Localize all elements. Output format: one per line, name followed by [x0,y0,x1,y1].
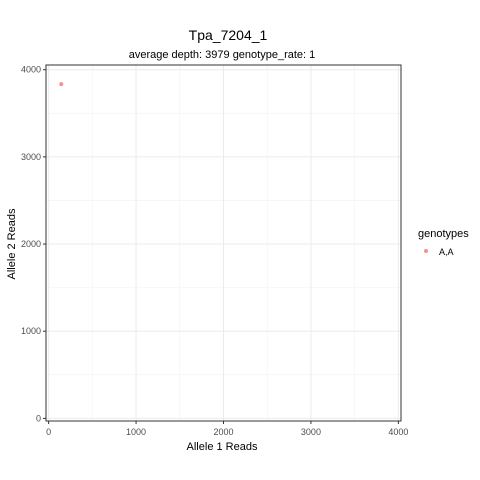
x-axis-ticks: 0 1000 2000 3000 4000 [46,421,408,437]
grid-major [46,65,401,421]
x-tick-label: 2000 [213,427,233,437]
data-points [59,82,64,87]
legend-title: genotypes [418,228,469,240]
y-tick-label: 1000 [21,326,41,336]
chart-title: Tpa_7204_1 [189,27,268,43]
chart-subtitle: average depth: 3979 genotype_rate: 1 [129,49,316,61]
x-axis-title: Allele 1 Reads [187,441,258,453]
x-tick-label: 3000 [301,427,321,437]
legend-key [424,249,428,253]
y-axis-ticks: 0 1000 2000 3000 4000 [21,65,46,423]
y-tick-label: 4000 [21,65,41,75]
y-tick-label: 0 [36,413,41,423]
legend: genotypes A,A [418,228,469,257]
x-tick-label: 4000 [388,427,408,437]
x-tick-label: 1000 [126,427,146,437]
x-tick-label: 0 [46,427,51,437]
y-tick-label: 2000 [21,239,41,249]
legend-label: A,A [439,247,454,257]
legend-items: A,A [424,247,454,257]
y-tick-label: 3000 [21,152,41,162]
y-axis-title: Allele 2 Reads [6,208,18,279]
data-point [59,82,64,87]
